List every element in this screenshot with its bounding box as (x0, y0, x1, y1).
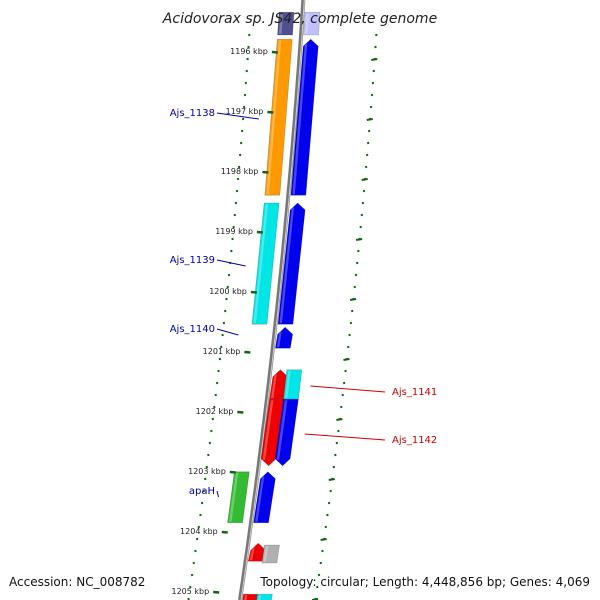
ruler-tick (271, 50, 278, 54)
ruler-tick-label: 1200 kbp (209, 287, 247, 296)
guide-major-tick (336, 418, 343, 421)
gene-feature-shading (253, 204, 269, 324)
label-leader-line (216, 490, 220, 498)
ruler-tick (213, 590, 220, 594)
guide-major-tick (366, 118, 373, 121)
gene-features (227, 11, 321, 600)
position-ruler: 1196 kbp 1197 kbp 1198 kbp 1199 kbp 1200 kbp… (171, 47, 278, 596)
accession-text: Accession: NC_008782 (9, 575, 146, 589)
gene-feature[interactable] (260, 398, 285, 467)
gene-feature[interactable] (253, 471, 276, 524)
ruler-tick (256, 230, 264, 234)
gene-feature[interactable] (274, 326, 293, 349)
gene-feature-shading (243, 595, 248, 600)
ruler-tick-label: 1203 kbp (188, 467, 226, 476)
ruler-tick (267, 110, 274, 114)
ruler-tick-label: 1197 kbp (226, 107, 264, 116)
gene-feature[interactable] (264, 38, 293, 196)
ruler-tick-label: 1202 kbp (196, 407, 234, 416)
gene-feature-shading (257, 595, 262, 600)
label-leader-line (216, 328, 239, 336)
ruler-tick (262, 170, 269, 174)
gene-label[interactable]: Ajs_1140 (170, 324, 215, 335)
gene-label[interactable]: apaH (189, 486, 215, 497)
ruler-tick-label: 1196 kbp (230, 47, 268, 56)
gene-feature-shading (279, 13, 284, 34)
gene-feature[interactable] (277, 11, 295, 36)
guide-major-tick (343, 358, 350, 361)
gene-feature-shading (266, 40, 282, 195)
gene-feature[interactable] (274, 398, 299, 467)
ruler-tick (244, 350, 251, 354)
ruler-tick-label: 1199 kbp (215, 227, 253, 236)
gene-feature[interactable] (251, 202, 280, 325)
guide-major-tick (349, 298, 357, 301)
gene-feature-shading (279, 207, 295, 324)
gene-feature-shading (229, 472, 239, 522)
gene-feature-shading (276, 331, 282, 348)
gene-feature-shading (292, 43, 308, 195)
guide-major-tick (361, 178, 368, 181)
guide-major-tick (320, 538, 327, 541)
gene-feature-shading (270, 373, 277, 399)
label-leader-line (310, 385, 386, 393)
gene-feature-shading (263, 546, 269, 562)
ruler-tick-label: 1198 kbp (221, 167, 259, 176)
guide-major-tick (371, 58, 378, 61)
guide-major-tick (355, 238, 363, 241)
gene-feature-shading (255, 475, 265, 522)
topology-text: Topology: circular; Length: 4,448,856 bp… (260, 575, 590, 589)
gene-feature[interactable] (256, 593, 273, 600)
gene-label[interactable]: Ajs_1139 (170, 255, 215, 266)
ruler-tick-label: 1205 kbp (171, 587, 209, 596)
gene-feature-shading (305, 13, 310, 34)
gene-label[interactable]: Ajs_1142 (392, 435, 437, 446)
ruler-tick (237, 410, 244, 414)
gene-labels: Ajs_1138 Ajs_1139 Ajs_1140 apaH Ajs_1141 Ajs_… (170, 108, 437, 498)
gene-label[interactable]: Ajs_1141 (392, 387, 437, 398)
ruler-tick-label: 1201 kbp (203, 347, 241, 356)
map-title: Acidovorax sp. JS42, complete genome (162, 11, 437, 27)
gene-feature[interactable] (290, 38, 319, 196)
gene-feature-shading (262, 400, 274, 460)
ruler-tick (221, 530, 228, 534)
outer-dotted-guides (187, 33, 378, 600)
guide-major-tick (328, 478, 335, 481)
gene-feature[interactable] (261, 544, 280, 564)
gene-label[interactable]: Ajs_1138 (170, 108, 215, 119)
ruler-tick (250, 290, 258, 294)
label-leader-line (304, 433, 386, 441)
genome-backbone-highlight (240, 0, 305, 600)
gene-feature-shading (276, 400, 288, 460)
label-leader-line (216, 112, 259, 120)
gene-feature-shading (284, 370, 291, 399)
ruler-tick (229, 470, 236, 474)
label-leader-line (216, 259, 246, 267)
gene-feature[interactable] (277, 202, 306, 325)
gene-feature[interactable] (303, 11, 321, 36)
gene-feature[interactable] (227, 471, 250, 524)
genome-backbone-line (238, 0, 306, 600)
gene-feature-shading (249, 547, 255, 561)
gene-feature[interactable] (242, 593, 259, 600)
ruler-tick-label: 1204 kbp (180, 527, 218, 536)
genome-backbone (238, 0, 306, 600)
